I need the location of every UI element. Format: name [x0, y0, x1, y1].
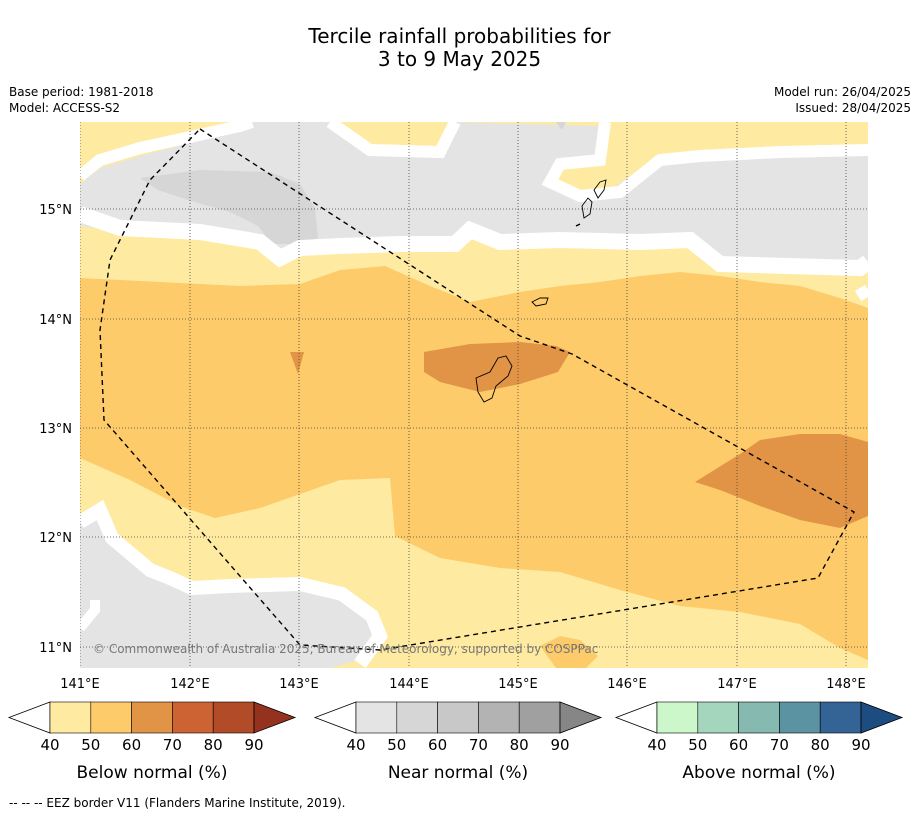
lon-label: 147°E — [717, 677, 757, 692]
colorbar-upper-extension — [253, 701, 297, 734]
colorbar-segment — [90, 701, 132, 734]
lon-label: 144°E — [389, 677, 429, 692]
model-name: Model: ACCESS-S2 — [9, 101, 121, 115]
axis-labels: 141°E 142°E 143°E 144°E 145°E 146°E 147°… — [39, 203, 866, 692]
below-normal-50-60-south-small — [540, 636, 598, 668]
colorbar-segment — [518, 701, 561, 734]
colorbar-segment — [819, 701, 862, 734]
colorbar-tick-label: 90 — [244, 736, 263, 754]
colorbar-tick-label: 60 — [729, 736, 748, 754]
colorbar-tick-label: 80 — [510, 736, 529, 754]
colorbar-tick-label: 80 — [204, 736, 223, 754]
saipan-island — [593, 179, 607, 199]
below-normal-60-70-guam — [424, 342, 570, 392]
title-line-1: Tercile rainfall probabilities for — [308, 24, 611, 48]
colorbar-tick-label: 60 — [122, 736, 141, 754]
colorbar-tick-label: 40 — [40, 736, 59, 754]
gridlines — [80, 122, 868, 668]
colorbar-title: Below normal (%) — [77, 763, 228, 783]
colorbar-lower-extension — [7, 701, 51, 734]
near-normal-50-60-small — [556, 122, 566, 130]
colorbar-segment — [396, 701, 438, 734]
eez-border — [99, 128, 855, 651]
colorbar-lower-extension — [313, 701, 357, 734]
colorbars: 40 50 60 70 80 90 Below normal (%) 40 50 60 70 80 90… — [7, 701, 904, 783]
colorbar-tick-label: 50 — [81, 736, 100, 754]
lon-label: 145°E — [498, 677, 538, 692]
lon-label: 142°E — [170, 677, 210, 692]
island-outlines — [475, 179, 607, 403]
tinian-island — [581, 197, 593, 219]
colorbar-upper-extension — [860, 701, 904, 734]
colorbar-segment — [656, 701, 699, 734]
base-period: Base period: 1981-2018 — [9, 85, 154, 99]
colorbar-tick-label: 90 — [550, 736, 569, 754]
map-plot-area — [80, 122, 868, 668]
title-line-2: 3 to 9 May 2025 — [377, 47, 542, 71]
colorbar-segment — [738, 701, 780, 734]
colorbar-tick-label: 50 — [688, 736, 707, 754]
colorbar-near: 40 50 60 70 80 90 Near normal (%) — [313, 701, 603, 783]
colorbar-segment — [779, 701, 821, 734]
colorbar-lower-extension — [614, 701, 658, 734]
colorbar-segment — [697, 701, 739, 734]
colorbar-above: 40 50 60 70 80 90 Above normal (%) — [614, 701, 904, 783]
colorbar-segment — [131, 701, 173, 734]
lon-label: 148°E — [826, 677, 866, 692]
lon-label: 146°E — [607, 677, 647, 692]
colorbar-segment — [437, 701, 479, 734]
near-normal-40-50-south — [80, 512, 376, 668]
colorbar-tick-label: 40 — [346, 736, 365, 754]
model-run: Model run: 26/04/2025 — [773, 85, 911, 99]
aguijan-island — [575, 223, 581, 227]
lat-label: 12°N — [39, 531, 72, 546]
lon-label: 143°E — [279, 677, 319, 692]
guam-island — [475, 355, 513, 403]
colorbar-title: Near normal (%) — [388, 763, 528, 783]
lon-label: 141°E — [60, 677, 100, 692]
below-normal-60-70-east — [695, 434, 868, 528]
lat-label: 11°N — [39, 641, 72, 656]
copyright-text: © Commonwealth of Australia 2025, Bureau… — [93, 642, 598, 656]
colorbar-tick-label: 80 — [811, 736, 830, 754]
colorbar-segment — [478, 701, 520, 734]
colorbar-tick-label: 60 — [428, 736, 447, 754]
colorbar-segment — [172, 701, 214, 734]
colorbar-tick-label: 70 — [163, 736, 182, 754]
colorbar-segment — [49, 701, 92, 734]
lat-label: 14°N — [39, 313, 72, 328]
colorbar-tick-label: 70 — [469, 736, 488, 754]
near-normal-50-60-north — [140, 170, 318, 244]
colorbar-tick-label: 90 — [851, 736, 870, 754]
colorbar-segment — [212, 701, 255, 734]
colorbar-title: Above normal (%) — [682, 763, 835, 783]
issued-date: Issued: 28/04/2025 — [795, 101, 911, 115]
colorbar-tick-label: 50 — [387, 736, 406, 754]
rota-island — [531, 297, 549, 307]
below-normal-60-70-small — [290, 352, 304, 374]
colorbar-upper-extension — [559, 701, 603, 734]
lat-label: 13°N — [39, 422, 72, 437]
lat-label: 15°N — [39, 203, 72, 218]
colorbar-tick-label: 70 — [770, 736, 789, 754]
colorbar-segment — [355, 701, 398, 734]
colorbar-tick-label: 40 — [647, 736, 666, 754]
colorbar-below: 40 50 60 70 80 90 Below normal (%) — [7, 701, 297, 783]
footer-note: -- -- -- EEZ border V11 (Flanders Marine… — [9, 796, 346, 810]
